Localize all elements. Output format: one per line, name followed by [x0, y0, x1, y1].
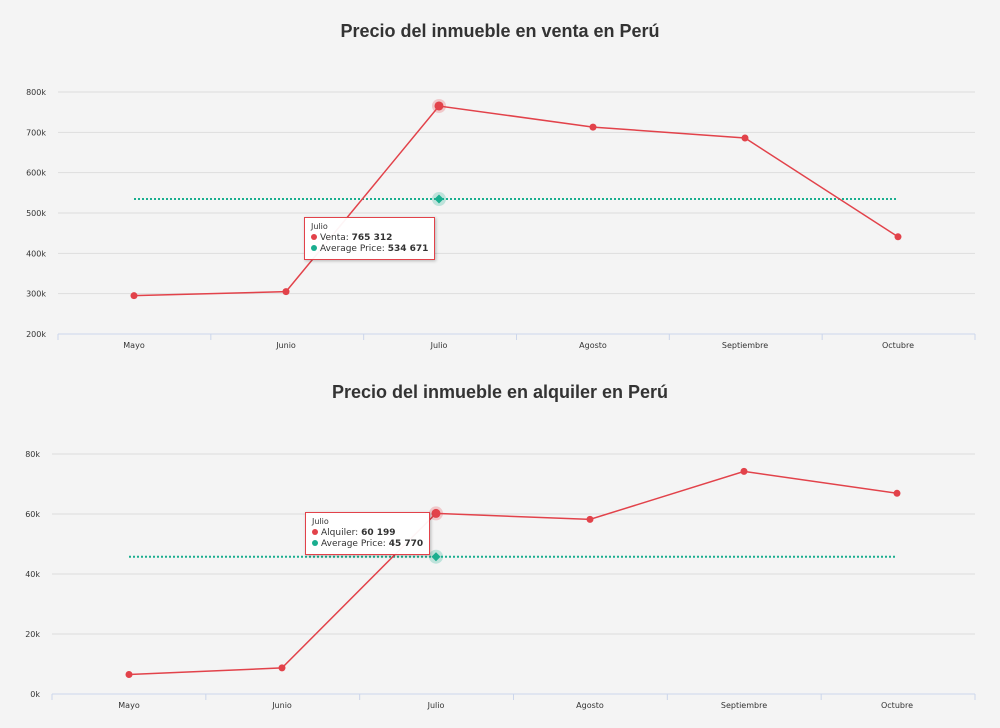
series-line	[128, 470, 898, 676]
tooltip-header: Julio	[311, 222, 328, 231]
tooltip-series-value: 60 199	[361, 528, 396, 538]
series-marker-icon	[311, 234, 317, 240]
data-point	[278, 664, 286, 672]
tooltip-average-label: Average Price:	[320, 244, 385, 254]
average-point-marker	[434, 194, 444, 204]
x-tick-label: Julio	[427, 701, 445, 710]
chart-title: Precio del inmueble en alquiler en Perú	[331, 382, 669, 402]
x-tick-label: Octubre	[881, 701, 913, 710]
average-point-marker	[431, 552, 441, 562]
series-marker-icon	[312, 529, 318, 535]
y-tick-label: 500k	[26, 209, 46, 218]
data-point	[740, 467, 748, 475]
tooltip-average-row: Average Price: 45 770	[312, 539, 423, 550]
x-tick-label: Octubre	[882, 341, 914, 350]
tooltip-series-label: Alquiler:	[321, 528, 359, 538]
y-tick-label: 60k	[25, 510, 40, 519]
x-tick-label: Julio	[430, 341, 448, 350]
x-tick-label: Mayo	[118, 701, 140, 710]
sale-price-plot: 200k 300k 400k 500k 600k 700k 800k Mayo Junio Jul…	[26, 88, 976, 350]
tooltip-series-label: Venta:	[320, 233, 349, 243]
x-tick-label: Agosto	[576, 701, 604, 710]
tooltip-average-value: 45 770	[388, 539, 424, 549]
chart-tooltip: Julio Venta: 765 312 Average Price: 534 …	[304, 217, 436, 260]
y-tick-label: 700k	[26, 128, 46, 137]
data-point	[893, 489, 901, 497]
series-line	[133, 105, 899, 297]
x-tick-label: Junio	[275, 341, 296, 350]
data-point	[589, 123, 597, 131]
chart-title: Precio del inmueble en venta en Perú	[340, 21, 660, 41]
y-tick-label: 400k	[26, 249, 46, 258]
data-point	[894, 233, 902, 241]
data-point	[434, 101, 444, 111]
y-tick-label: 80k	[25, 450, 40, 459]
y-tick-label: 600k	[26, 169, 46, 178]
tooltip-average-label: Average Price:	[321, 539, 386, 549]
chart-tooltip: Julio Alquiler: 60 199 Average Price: 45…	[305, 512, 431, 555]
tooltip-average-value: 534 671	[387, 244, 429, 254]
average-marker-icon	[311, 245, 317, 251]
x-tick-label: Junio	[271, 701, 292, 710]
tooltip-series-row: Alquiler: 60 199	[312, 528, 423, 539]
tooltip-series-row: Venta: 765 312	[311, 233, 428, 244]
y-tick-label: 40k	[25, 570, 40, 579]
y-tick-label: 0k	[30, 690, 40, 699]
x-tick-label: Septiembre	[722, 341, 768, 350]
data-point	[586, 515, 594, 523]
data-point	[741, 134, 749, 142]
y-tick-label: 20k	[25, 630, 40, 639]
x-tick-label: Mayo	[123, 341, 145, 350]
x-tick-label: Agosto	[579, 341, 607, 350]
average-marker-icon	[312, 540, 318, 546]
x-tick-label: Septiembre	[721, 701, 767, 710]
y-tick-label: 200k	[26, 330, 46, 339]
tooltip-header: Julio	[312, 517, 329, 526]
data-point	[125, 671, 133, 678]
tooltip-average-row: Average Price: 534 671	[311, 244, 428, 255]
data-point	[282, 288, 290, 296]
data-point	[130, 292, 138, 300]
tooltip-series-value: 765 312	[351, 233, 393, 243]
sale-price-chart: Precio del inmueble en venta en Perú 200…	[26, 21, 976, 350]
rent-price-plot: 0k 20k 40k 60k 80k Mayo Junio Julio Agosto Septie…	[25, 450, 976, 710]
y-tick-label: 300k	[26, 290, 46, 299]
data-point	[431, 508, 441, 518]
rent-price-chart: Precio del inmueble en alquiler en Perú …	[0, 365, 1000, 728]
y-tick-label: 800k	[26, 88, 46, 97]
